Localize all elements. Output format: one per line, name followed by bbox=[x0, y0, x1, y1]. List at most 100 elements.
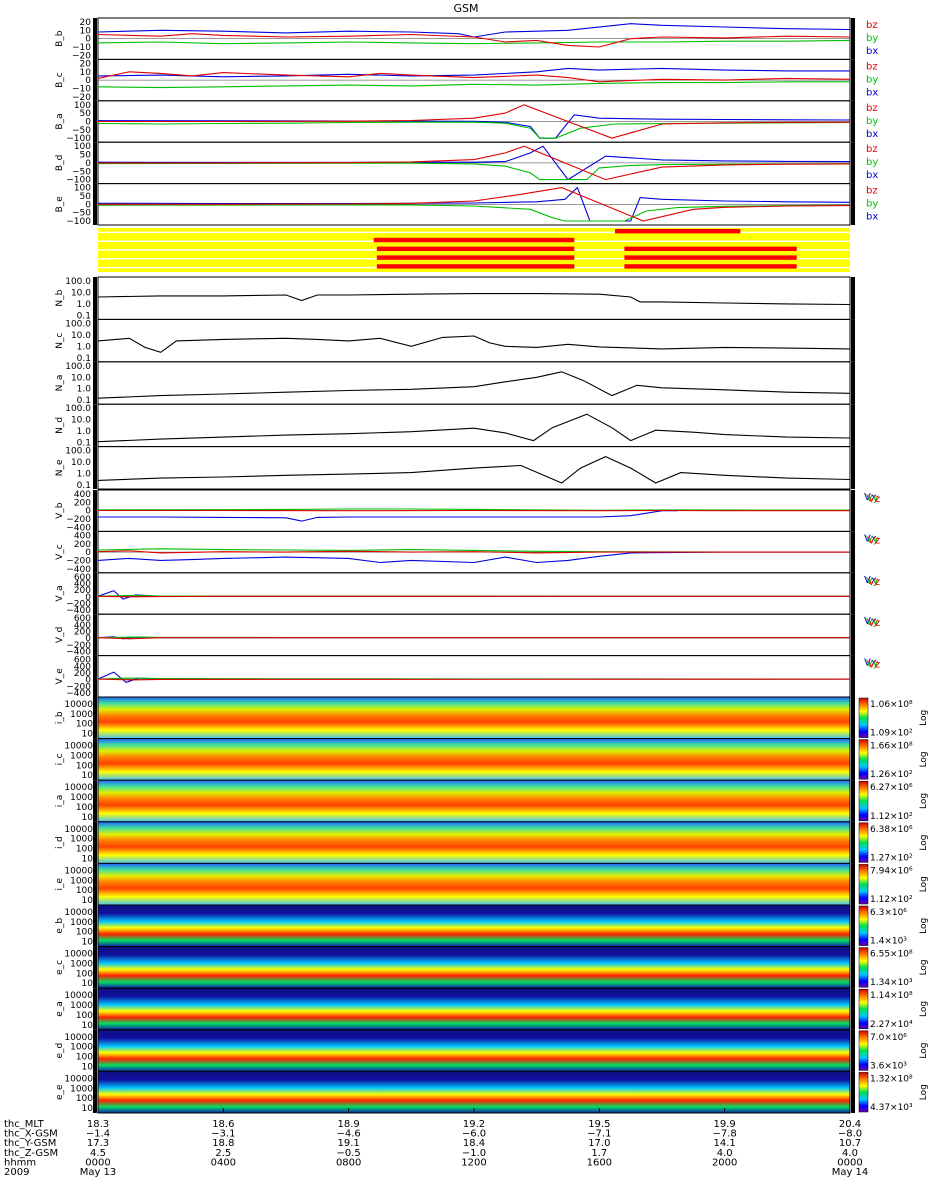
spectrogram-panel-label: e_d bbox=[55, 1043, 65, 1059]
velocity-ytick-label: −200 bbox=[66, 515, 91, 525]
ephemeris-value: −8.0 bbox=[838, 1129, 862, 1140]
spectrogram-ytick-label: 10 bbox=[82, 938, 94, 948]
spectrogram-ytick-label: 10000 bbox=[64, 783, 93, 793]
colorbar-axis-label: Log bbox=[919, 793, 929, 809]
colorbar bbox=[858, 697, 869, 738]
frame-tick-bar-left bbox=[93, 490, 97, 532]
frame-tick-bar-left bbox=[93, 655, 97, 697]
b-field-ytick-label: 20 bbox=[80, 59, 92, 69]
frame-tick-bar-left bbox=[93, 446, 97, 489]
spectrogram-image bbox=[98, 988, 850, 1030]
spectrogram-image bbox=[98, 1071, 850, 1113]
frame-tick-bar-left bbox=[93, 988, 97, 1030]
density-panel-label: N_a bbox=[55, 375, 65, 392]
velocity-legend-vy: Vy bbox=[866, 493, 879, 504]
spectrogram-ytick-label: 10 bbox=[82, 1062, 94, 1072]
frame-tick-bar-right bbox=[851, 59, 855, 101]
frame-tick-bar-left bbox=[93, 863, 97, 905]
spectrogram-ytick-label: 100 bbox=[76, 761, 93, 771]
density-ytick-label: 10.0 bbox=[71, 331, 91, 341]
velocity-legend-vx: Vx bbox=[864, 492, 877, 503]
frame-tick-bar-left bbox=[93, 821, 97, 864]
colorbar bbox=[858, 905, 869, 946]
frame-tick-bar-right bbox=[851, 446, 855, 489]
colorbar-axis-label: Log bbox=[919, 918, 929, 934]
ephemeris-row-label: thc_Y-GSM bbox=[4, 1138, 56, 1149]
velocity-series-vx bbox=[98, 510, 678, 522]
spectrogram-ytick-label: 100 bbox=[76, 886, 93, 896]
b-field-panel-label: B_b bbox=[55, 30, 65, 47]
spectrogram-ytick-label: 1000 bbox=[70, 1084, 93, 1094]
b-field-legend-by: by bbox=[866, 33, 878, 44]
b-field-series-by bbox=[97, 204, 851, 222]
density-ytick-label: 10.0 bbox=[71, 373, 91, 383]
ephemeris-value: 0000 bbox=[85, 1157, 110, 1168]
velocity-series-vz bbox=[97, 550, 850, 554]
b-field-series-by bbox=[97, 162, 851, 181]
density-panel-label: N_e bbox=[55, 459, 65, 476]
density-ytick-label: 0.1 bbox=[77, 354, 91, 364]
b-field-legend-bx: bx bbox=[866, 129, 878, 140]
spectrogram-ytick-label: 1000 bbox=[70, 835, 93, 845]
velocity-legend-vx: Vx bbox=[864, 533, 877, 544]
velocity-legend-vy: Vy bbox=[866, 617, 879, 628]
b-field-series-bz bbox=[97, 71, 851, 83]
ephemeris-row-label: thc_Z-GSM bbox=[4, 1148, 58, 1159]
velocity-series-vx bbox=[97, 590, 850, 600]
colorbar-axis-label: Log bbox=[919, 876, 929, 892]
density-ytick-label: 100.0 bbox=[65, 277, 91, 287]
colorbar-min-label: 3.6×10³ bbox=[870, 1061, 907, 1071]
spectrogram-ytick-label: 100 bbox=[76, 845, 93, 855]
ephemeris-value: 0000 bbox=[837, 1157, 862, 1168]
spectrogram-image bbox=[98, 863, 850, 905]
density-ytick-label: 1.0 bbox=[77, 385, 92, 395]
colorbar-max-label: 1.06×10⁸ bbox=[870, 700, 913, 710]
density-series bbox=[97, 371, 851, 399]
b-field-legend-bx: bx bbox=[866, 212, 878, 223]
b-field-series-bx bbox=[97, 67, 850, 78]
ephemeris-row-label: hhmm bbox=[4, 1157, 36, 1168]
b-field-ytick-label: −20 bbox=[72, 93, 91, 103]
ephemeris-value: −1.0 bbox=[462, 1148, 486, 1159]
frame-tick-bar-left bbox=[93, 946, 97, 989]
frame-tick-bar-right bbox=[851, 531, 855, 573]
velocity-ytick-label: −400 bbox=[66, 565, 91, 575]
b-field-legend-by: by bbox=[866, 116, 878, 127]
spectrogram-ytick-label: 1000 bbox=[70, 876, 93, 886]
ephemeris-value: 2000 bbox=[712, 1157, 737, 1168]
colorbar-min-label: 1.27×10² bbox=[870, 853, 913, 863]
colorbar-axis-label: Log bbox=[919, 1043, 929, 1059]
velocity-legend-vy: Vy bbox=[866, 534, 879, 545]
density-series bbox=[97, 335, 851, 353]
ephemeris-value: 4.0 bbox=[717, 1148, 733, 1159]
spectrogram-ytick-label: 10000 bbox=[64, 700, 93, 710]
velocity-series-vx bbox=[97, 551, 850, 564]
ephemeris-value: 14.1 bbox=[714, 1138, 736, 1149]
spectrogram-ytick-label: 10000 bbox=[64, 825, 93, 835]
frame-tick-bar-right bbox=[851, 905, 855, 947]
b-field-ytick-label: 50 bbox=[80, 109, 92, 119]
ephemeris-value: 10.7 bbox=[839, 1138, 861, 1149]
colorbar-max-label: 1.66×10⁸ bbox=[870, 742, 913, 752]
spectrogram-ytick-label: 10000 bbox=[64, 742, 93, 752]
spectrogram-image bbox=[98, 821, 850, 864]
spectrogram-panel-label: i_d bbox=[55, 836, 65, 849]
ephemeris-value: 0800 bbox=[336, 1157, 361, 1168]
ephemeris-value: 2.5 bbox=[215, 1148, 231, 1159]
spectrogram-panel-label: e_c bbox=[55, 960, 65, 975]
colorbar-min-label: 1.26×10² bbox=[870, 770, 913, 780]
mode-flag-segment bbox=[624, 246, 797, 251]
velocity-ytick-label: −200 bbox=[66, 682, 91, 692]
colorbar-max-label: 6.3×10⁶ bbox=[870, 908, 907, 918]
density-ytick-label: 1.0 bbox=[77, 470, 92, 480]
spectrogram-ytick-label: 100 bbox=[76, 1094, 93, 1104]
b-field-ytick-label: −10 bbox=[72, 43, 91, 53]
frame-tick-bar-right bbox=[851, 18, 855, 60]
spectrogram-ytick-label: 1000 bbox=[70, 751, 93, 761]
colorbar-max-label: 1.14×10⁸ bbox=[870, 991, 913, 1001]
spectrogram-ytick-label: 100 bbox=[76, 1053, 93, 1063]
b-field-series-bx bbox=[97, 23, 851, 38]
frame-tick-bar-left bbox=[93, 738, 97, 781]
b-field-ytick-label: 0 bbox=[85, 200, 91, 210]
spectrogram-ytick-label: 100 bbox=[76, 803, 93, 813]
